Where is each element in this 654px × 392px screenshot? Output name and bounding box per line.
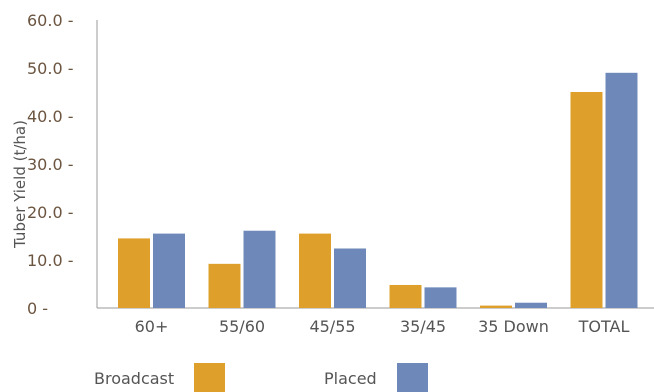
y-tick-label: 30.0 - [27, 155, 73, 174]
y-axis-title: Tuber Yield (t/ha) [11, 120, 29, 249]
x-category-label: 60+ [135, 317, 169, 336]
bar-placed-4 [515, 302, 547, 308]
x-category-label: 35 Down [478, 317, 549, 336]
y-tick-label: 10.0 - [27, 251, 73, 270]
x-axis-labels: 60+ 55/60 45/55 35/45 35 Down TOTAL [135, 317, 630, 336]
y-tick-label: 0 - [27, 299, 48, 318]
bars [118, 72, 638, 308]
bar-broadcast-0 [118, 238, 150, 308]
x-category-label: 45/55 [309, 317, 355, 336]
bar-broadcast-2 [299, 233, 331, 308]
y-axis-ticks: 0 - 10.0 - 20.0 - 30.0 - 40.0 - 50.0 - 60.0 - [27, 11, 73, 318]
x-category-label: 55/60 [219, 317, 265, 336]
x-category-label: 35/45 [400, 317, 446, 336]
bar-placed-3 [424, 287, 457, 308]
legend-swatch [194, 363, 225, 392]
bar-placed-1 [243, 230, 276, 308]
bar-broadcast-3 [389, 284, 422, 308]
x-category-label: TOTAL [578, 317, 630, 336]
legend-swatch [397, 363, 428, 392]
legend-label: Placed [324, 369, 377, 388]
legend-label: Broadcast [94, 369, 174, 388]
bar-placed-2 [334, 248, 366, 308]
legend: Broadcast Placed [94, 363, 428, 392]
y-tick-label: 50.0 - [27, 59, 73, 78]
y-tick-label: 20.0 - [27, 203, 73, 222]
bar-broadcast-4 [480, 305, 512, 308]
y-tick-label: 60.0 - [27, 11, 73, 30]
bar-broadcast-5 [570, 92, 603, 308]
bar-placed-5 [605, 72, 638, 308]
y-tick-label: 40.0 - [27, 107, 73, 126]
bar-broadcast-1 [208, 263, 241, 308]
bar-placed-0 [153, 233, 185, 308]
